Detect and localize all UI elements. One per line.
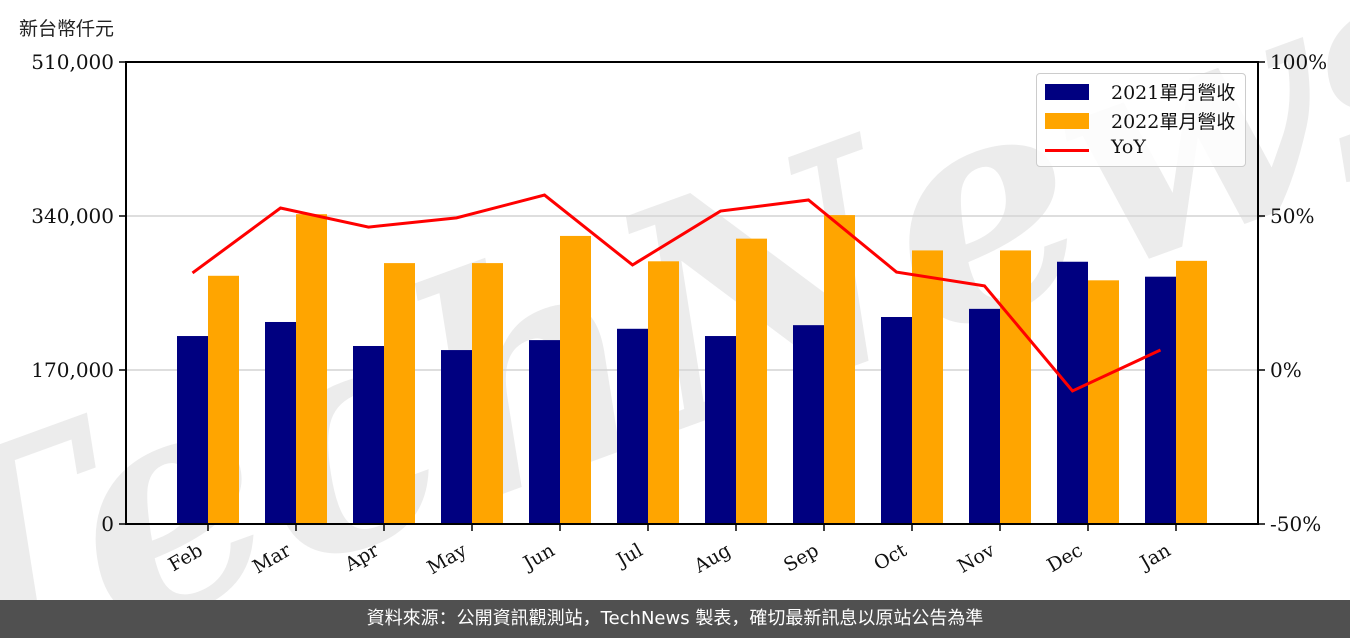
x-tick-label-sep: Sep (780, 539, 823, 576)
bar-2022-jan (1176, 260, 1207, 524)
x-tick-label-aug: Aug (690, 539, 735, 578)
bar-2022-oct (912, 250, 943, 524)
left-tick-label: 510,000 (31, 50, 114, 74)
bar-2021-aug (705, 336, 736, 524)
bars-layer (177, 214, 1207, 524)
bar-2021-jan (1145, 276, 1176, 524)
legend-swatch-2021 (1045, 84, 1089, 100)
chart-unit-label: 新台幣仟元 (19, 18, 115, 40)
legend-label-yoy: YoY (1111, 136, 1146, 158)
yoy-line-layer (191, 193, 1162, 393)
bar-2022-mar (296, 214, 327, 524)
bar-2021-may (441, 350, 472, 524)
source-footer: 資料來源：公開資訊觀測站，TechNews 製表，確切最新訊息以原站公告為準 (0, 600, 1350, 638)
legend-item-2022: 2022單月營收 (1045, 107, 1245, 133)
bar-2022-nov (1000, 250, 1031, 524)
legend-line-yoy (1045, 149, 1089, 152)
legend-swatch-2022 (1045, 113, 1089, 129)
bar-2021-nov (969, 308, 1000, 524)
x-tick-label-nov: Nov (954, 539, 999, 578)
right-tick-label: 50% (1270, 204, 1314, 228)
bar-2022-apr (384, 263, 415, 524)
left-tick-label: 0 (101, 512, 114, 536)
chart-legend: 2021單月營收 2022單月營收 YoY (1036, 73, 1246, 167)
legend-item-yoy: YoY (1045, 136, 1245, 162)
x-tick-label-jul: Jul (611, 539, 646, 572)
legend-label-2021: 2021單月營收 (1111, 82, 1236, 104)
bar-2022-jul (648, 261, 679, 524)
bar-2021-apr (353, 345, 384, 524)
plot-frame (125, 61, 1259, 525)
right-tick-label: -50% (1270, 512, 1321, 536)
bar-2022-jun (560, 235, 591, 524)
bar-2022-aug (736, 238, 767, 524)
right-y-axis: -50% 0% 50% 100% (1258, 50, 1327, 536)
bar-2021-feb (177, 336, 208, 524)
left-y-axis: 0 170,000 340,000 510,000 (31, 50, 126, 536)
bar-2022-sep (824, 215, 855, 524)
bar-2022-dec (1088, 280, 1119, 524)
left-tick-label: 340,000 (31, 204, 114, 228)
bar-2021-mar (265, 321, 296, 524)
bar-2021-dec (1057, 261, 1088, 524)
axes-layer (125, 61, 1259, 525)
x-tick-label-dec: Dec (1043, 539, 1086, 577)
left-tick-label: 170,000 (31, 358, 114, 382)
x-tick-label-jan: Jan (1135, 539, 1175, 575)
bar-2022-may (472, 263, 503, 524)
x-tick-label-oct: Oct (870, 539, 911, 575)
right-tick-label: 100% (1270, 50, 1327, 74)
right-tick-label: 0% (1270, 358, 1302, 382)
legend-item-2021: 2021單月營收 (1045, 78, 1245, 104)
yoy-line (191, 193, 1162, 393)
bar-2021-sep (793, 325, 824, 524)
bar-2021-oct (881, 317, 912, 524)
bar-2022-feb (208, 275, 239, 524)
legend-label-2022: 2022單月營收 (1111, 111, 1236, 133)
bar-2021-jun (529, 340, 560, 524)
bar-2021-jul (617, 328, 648, 524)
